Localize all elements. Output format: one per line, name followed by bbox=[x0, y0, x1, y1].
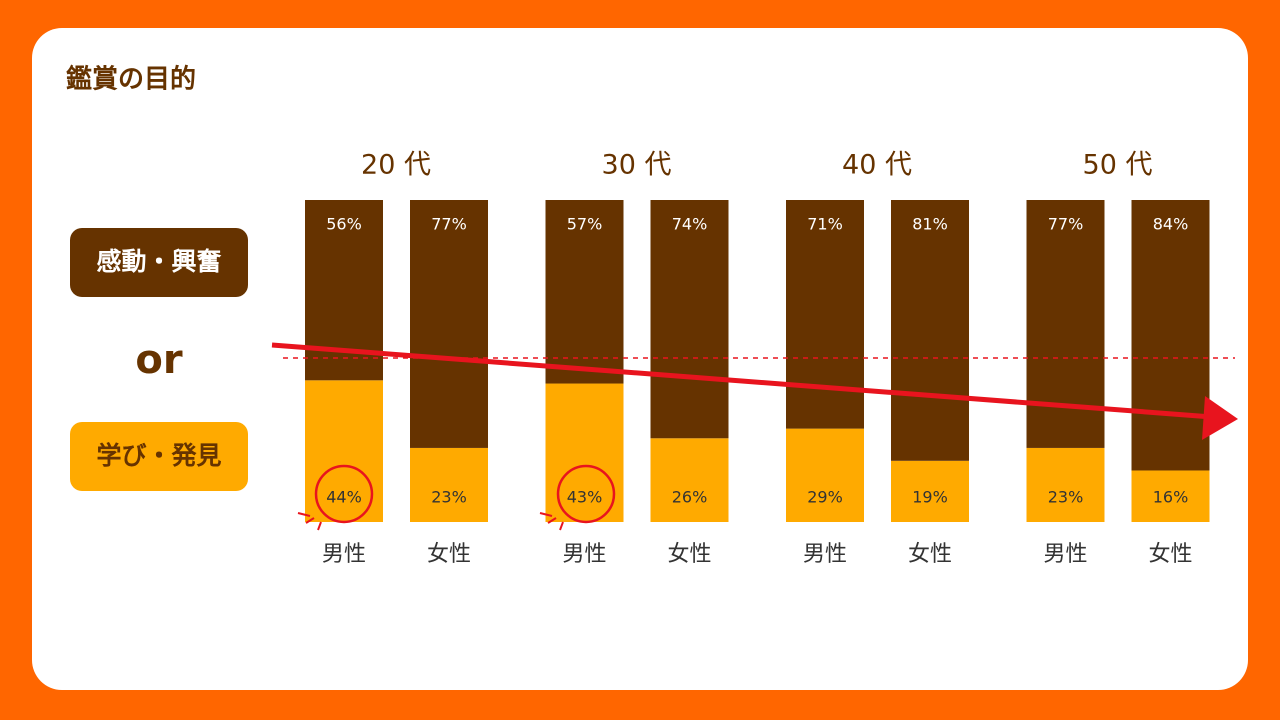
panel bbox=[32, 28, 1248, 690]
value-label: 44% bbox=[326, 488, 362, 507]
bar-segment bbox=[891, 460, 969, 522]
value-label: 57% bbox=[567, 215, 603, 234]
x-tick-label: 女性 bbox=[427, 542, 471, 567]
value-label: 77% bbox=[1048, 215, 1084, 234]
group-label: 20 代 bbox=[361, 150, 431, 181]
value-label: 23% bbox=[1048, 488, 1084, 507]
legend-label: 学び・発見 bbox=[96, 441, 221, 470]
bars bbox=[305, 200, 1210, 522]
x-tick-label: 女性 bbox=[1148, 542, 1192, 567]
group-label: 30 代 bbox=[602, 150, 672, 181]
x-tick-label: 男性 bbox=[562, 542, 606, 567]
legend-swatch bbox=[70, 422, 248, 491]
value-label: 26% bbox=[672, 488, 708, 507]
group-label: 40 代 bbox=[842, 150, 912, 181]
trend-arrowhead bbox=[1202, 396, 1238, 440]
bar-segment bbox=[545, 200, 624, 384]
bar-segment bbox=[1131, 200, 1210, 471]
value-label: 19% bbox=[912, 488, 948, 507]
value-label: 16% bbox=[1153, 488, 1189, 507]
value-label: 84% bbox=[1153, 215, 1189, 234]
bar-segment bbox=[305, 380, 383, 522]
highlight-circle bbox=[556, 464, 616, 524]
bar-segment bbox=[1026, 200, 1105, 448]
value-label: 56% bbox=[326, 215, 362, 234]
value-label: 77% bbox=[431, 215, 467, 234]
value-label: 23% bbox=[431, 488, 467, 507]
x-tick-label: 男性 bbox=[322, 542, 366, 567]
bar-segment bbox=[891, 200, 969, 461]
value-label: 81% bbox=[912, 215, 948, 234]
value-label: 71% bbox=[807, 215, 843, 234]
bar-segment bbox=[650, 438, 729, 522]
legend-swatch bbox=[70, 228, 248, 297]
bar-segment bbox=[410, 200, 488, 448]
bar-segment bbox=[786, 428, 864, 522]
legend-separator: or bbox=[135, 337, 182, 383]
x-tick-label: 男性 bbox=[1043, 542, 1087, 567]
x-tick-label: 女性 bbox=[667, 542, 711, 567]
legend-label: 感動・興奮 bbox=[96, 247, 221, 276]
chart-title: 鑑賞の目的 bbox=[66, 64, 196, 95]
bar-segment bbox=[410, 447, 488, 522]
bar-segment bbox=[786, 200, 864, 429]
bar-segment bbox=[1131, 470, 1210, 522]
trend-arrow bbox=[271, 342, 1213, 420]
value-label: 29% bbox=[807, 488, 843, 507]
value-label: 74% bbox=[672, 215, 708, 234]
highlight-circle bbox=[314, 464, 374, 524]
bar-segment bbox=[650, 200, 729, 439]
x-tick-label: 男性 bbox=[803, 542, 847, 567]
group-label: 50 代 bbox=[1083, 150, 1153, 181]
bar-segment bbox=[1026, 447, 1105, 522]
value-label: 43% bbox=[567, 488, 603, 507]
x-tick-label: 女性 bbox=[908, 542, 952, 567]
highlight-marks bbox=[297, 512, 564, 531]
